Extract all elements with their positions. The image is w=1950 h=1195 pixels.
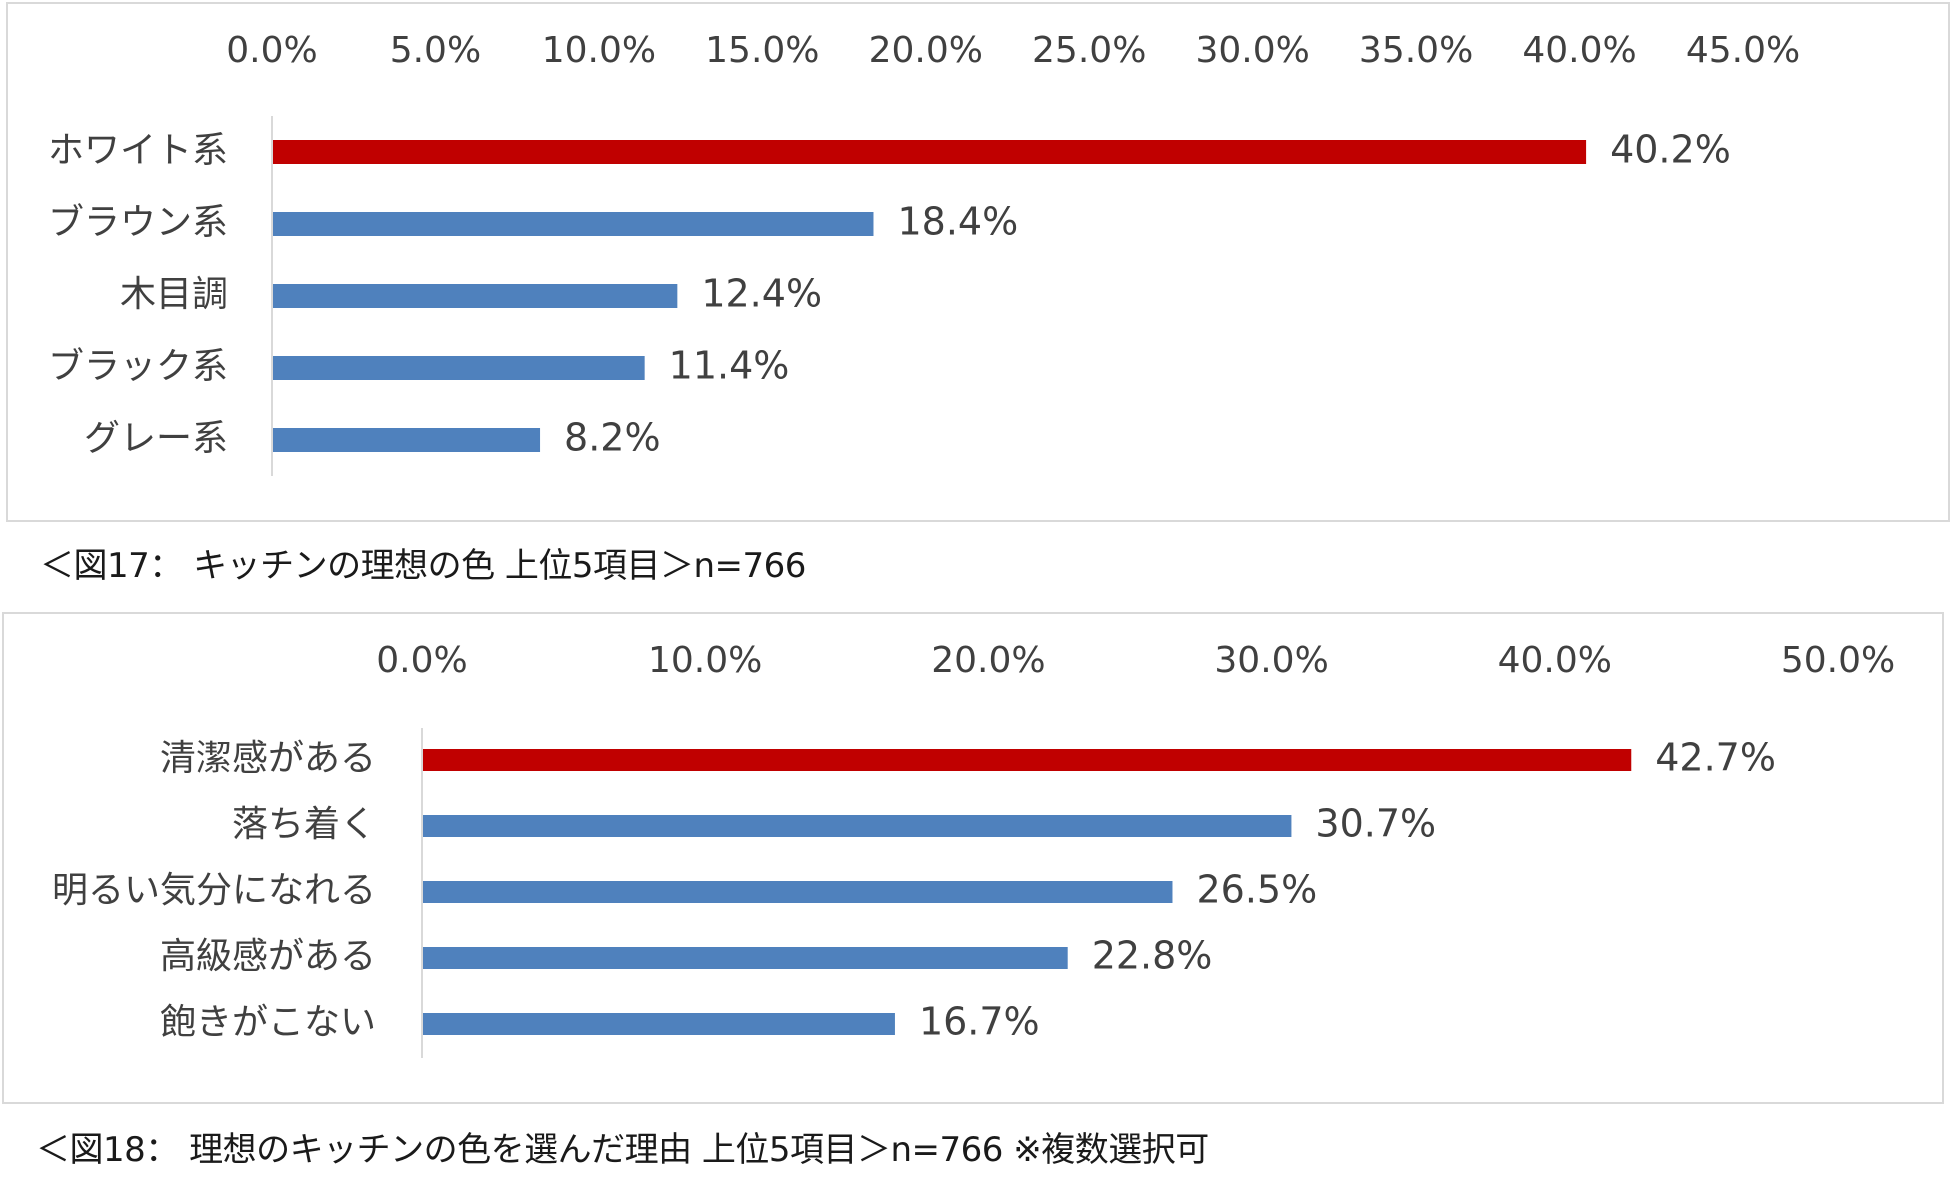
category-label: 清潔感がある — [160, 738, 376, 779]
bar — [423, 815, 1292, 837]
bar — [273, 284, 678, 308]
x-tick-label: 35.0% — [1359, 30, 1473, 71]
bar — [423, 1013, 895, 1035]
bar — [273, 356, 645, 380]
data-label: 11.4% — [669, 344, 790, 388]
chart-2-frame: 0.0% 10.0% 20.0% 30.0% 40.0% 50.0% 清潔感がある 42.7%… — [2, 612, 1944, 1104]
x-tick-label: 10.0% — [542, 30, 656, 71]
bar — [273, 212, 874, 236]
x-tick-label: 10.0% — [648, 640, 762, 681]
data-label: 40.2% — [1610, 128, 1731, 172]
x-tick-label: 30.0% — [1214, 640, 1328, 681]
x-tick-label: 45.0% — [1686, 30, 1800, 71]
data-label: 18.4% — [897, 200, 1018, 244]
x-tick-label: 15.0% — [705, 30, 819, 71]
bar — [273, 428, 541, 452]
x-tick-label: 0.0% — [226, 30, 317, 71]
category-label: 明るい気分になれる — [52, 870, 376, 911]
data-label: 26.5% — [1196, 868, 1317, 912]
data-label: 16.7% — [919, 1000, 1040, 1044]
chart-1-caption: ＜図17： キッチンの理想の色 上位5項目＞n=766 — [40, 546, 806, 586]
x-tick-label: 30.0% — [1195, 30, 1309, 71]
category-label: ホワイト系 — [48, 130, 228, 171]
chart-2: 0.0% 10.0% 20.0% 30.0% 40.0% 50.0% 清潔感がある 42.7%… — [52, 640, 1895, 1058]
category-label: 高級感がある — [160, 936, 376, 977]
x-tick-label: 40.0% — [1498, 640, 1612, 681]
data-label: 30.7% — [1315, 802, 1436, 846]
x-tick-label: 40.0% — [1522, 30, 1636, 71]
x-tick-label: 25.0% — [1032, 30, 1146, 71]
category-label: ブラック系 — [48, 346, 228, 387]
bar — [423, 881, 1173, 903]
chart-1: 0.0% 5.0% 10.0% 15.0% 20.0% 25.0% 30.0% 35.0% 40… — [48, 30, 1800, 476]
category-label: 木目調 — [120, 274, 228, 315]
x-tick-label: 0.0% — [376, 640, 467, 681]
category-label: 落ち着く — [232, 804, 376, 845]
data-label: 12.4% — [701, 272, 822, 316]
x-tick-label: 5.0% — [390, 30, 481, 71]
chart-1-frame: 0.0% 5.0% 10.0% 15.0% 20.0% 25.0% 30.0% 35.0% 40… — [6, 2, 1950, 522]
category-label: 飽きがこない — [160, 1002, 376, 1043]
data-label: 8.2% — [564, 416, 661, 460]
x-tick-label: 50.0% — [1781, 640, 1895, 681]
category-label: グレー系 — [84, 418, 228, 459]
bar — [273, 140, 1587, 164]
x-tick-label: 20.0% — [869, 30, 983, 71]
data-label: 22.8% — [1092, 934, 1213, 978]
x-tick-label: 20.0% — [931, 640, 1045, 681]
bar — [423, 947, 1068, 969]
chart-2-caption: ＜図18： 理想のキッチンの色を選んだ理由 上位5項目＞n=766 ※複数選択可 — [36, 1130, 1209, 1170]
category-label: ブラウン系 — [48, 202, 228, 243]
bar — [423, 749, 1632, 771]
data-label: 42.7% — [1655, 736, 1776, 780]
